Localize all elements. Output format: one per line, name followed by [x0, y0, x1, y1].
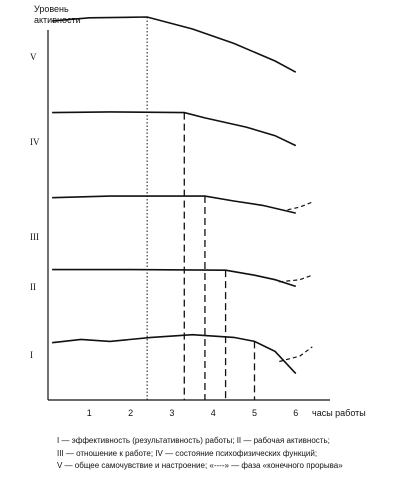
x-axis-label: часы работы [312, 408, 366, 418]
series-label-III: III [30, 232, 39, 242]
final-breakthrough-III [287, 201, 313, 211]
x-tick-label: 1 [87, 408, 92, 418]
x-tick-label: 3 [169, 408, 174, 418]
y-axis-label-line-1: Уровень [34, 4, 69, 14]
caption-line-3: V — общее самочувствие и настроение; «--… [57, 461, 343, 470]
chart-axes [47, 30, 330, 401]
series-line-III [52, 195, 296, 214]
series-label-IV: IV [30, 137, 40, 147]
series-layer [52, 16, 313, 375]
series-line-II [52, 268, 297, 288]
series-label-I: I [30, 350, 33, 360]
final-breakthrough-I [279, 346, 313, 363]
caption-line-1: I — эффективность (результативность) раб… [57, 436, 330, 445]
series-label-II: II [30, 282, 36, 292]
series-line-V [52, 16, 297, 73]
phase-lines-layer [146, 17, 256, 400]
y-axis-label-line-2: активности [34, 15, 81, 25]
caption-line-2: III — отношение к работе; IV — состояние… [57, 448, 318, 458]
x-tick-label: 5 [252, 408, 257, 418]
x-tick-label: 6 [293, 408, 298, 418]
x-tick-label: 4 [211, 408, 216, 418]
x-tick-label: 2 [128, 408, 133, 418]
series-label-V: V [30, 52, 37, 62]
figure-caption: I — эффективность (результативность) раб… [57, 435, 397, 473]
series-line-IV [52, 111, 297, 147]
series-line-I [52, 333, 297, 375]
final-breakthrough-II [279, 274, 313, 283]
y-axis-label: Уровень активности [34, 4, 94, 26]
